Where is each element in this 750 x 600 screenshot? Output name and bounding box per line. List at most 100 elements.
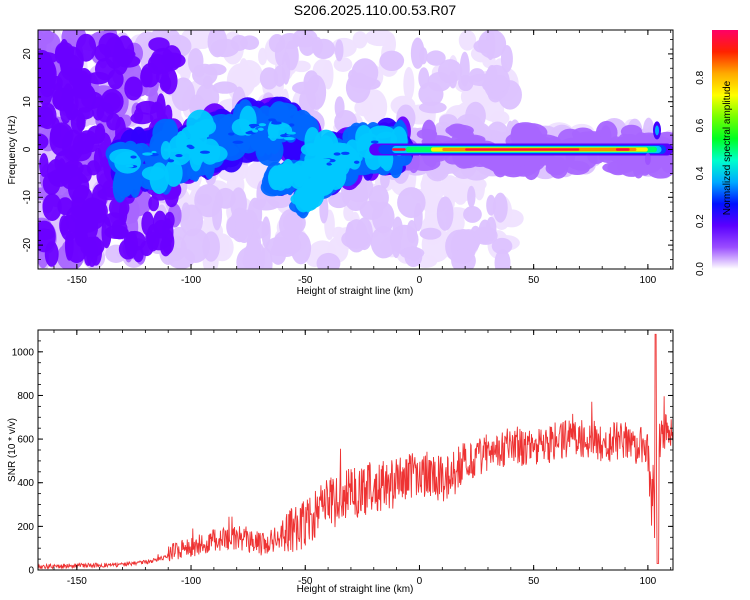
spectrogram-heatmap [38, 30, 673, 269]
spectrogram-bright-blob [125, 164, 134, 168]
spectrogram-blob [316, 252, 341, 269]
spectrogram-bright-blob [341, 151, 350, 155]
spectrogram-blob [480, 97, 505, 122]
spectrogram-x-ticks: -150 -100 -50 0 50 100 [53, 30, 672, 286]
spectrogram-blob [370, 225, 397, 259]
spectrogram-blob [333, 57, 353, 72]
spectrogram-blob [60, 214, 78, 242]
spectrogram-blob [419, 47, 428, 65]
spectrogram-blob [149, 162, 170, 195]
spectrogram-blob [454, 192, 467, 205]
colorbar-tick-label: 0.4 [695, 166, 706, 180]
spectrogram-blob [86, 71, 111, 85]
ridge-band-peak [465, 148, 580, 151]
spectrogram-y-tick-label: 20 [22, 48, 33, 60]
spectrogram-blob [298, 34, 316, 56]
colorbar: 0.0 0.2 0.4 0.6 0.8 Normalized spectral ampl… [695, 30, 738, 276]
spectrogram-blob [458, 30, 477, 51]
spectrogram-blob [48, 168, 71, 187]
spectrogram-blob [181, 202, 191, 221]
spectrogram-blob [302, 185, 314, 213]
spectrogram-y-ticks: -20 -10 0 10 20 [22, 29, 673, 270]
spectrogram-blob [87, 199, 108, 224]
spectrogram-blob [38, 105, 54, 128]
spectrogram-x-tick-label: 0 [417, 275, 423, 286]
spectrogram-blob [153, 219, 170, 239]
colorbar-tick-label: 0.8 [695, 70, 706, 84]
spectrogram-blob [39, 153, 49, 178]
snr-x-tick-label: 50 [528, 576, 540, 587]
spectrogram-blob [189, 94, 205, 113]
spectrogram-blob [486, 65, 498, 83]
spectrogram-bright-blob [356, 147, 365, 152]
spectrogram-blob [454, 128, 468, 139]
spectrogram-blob [252, 198, 280, 211]
spectrogram-bright-blob [270, 121, 282, 125]
spectrogram-blob [130, 112, 154, 125]
spectrogram-blob [49, 122, 74, 149]
spectrogram-blob [76, 113, 86, 132]
spectrogram-blob [124, 231, 138, 259]
snr-x-tick-label: 0 [417, 576, 423, 587]
spectrogram-bright-blob [186, 144, 193, 148]
spectrogram-blob [86, 160, 101, 176]
spectrogram-bright-blob [199, 150, 211, 154]
spectrogram-blob [42, 193, 62, 222]
spectrogram-bright-blob [188, 138, 196, 142]
spectrogram-bright-blob [200, 143, 206, 147]
spectrogram-blob [352, 31, 368, 49]
spectrogram-blob [86, 238, 98, 268]
spectrogram-blob [57, 197, 74, 216]
colorbar-strip [712, 30, 738, 269]
spectrogram-blob [471, 178, 487, 191]
spectrogram-blob [265, 236, 292, 256]
spectrogram-blob [500, 45, 513, 73]
spectrogram-x-tick-label: -50 [298, 275, 313, 286]
spectrogram-blob [427, 177, 444, 204]
snr-y-tick-label: 400 [17, 478, 34, 489]
spectrogram-bright-blob [288, 123, 295, 127]
spectrogram-blob [416, 128, 438, 140]
spectrogram-y-tick-label: -20 [22, 237, 33, 252]
spectrogram-blob [268, 166, 284, 191]
spectrogram-bright-blob [274, 127, 285, 131]
ridge-wobble-low [644, 153, 651, 166]
spectrogram-bright-blob [257, 127, 264, 131]
spectrogram-x-tick-label: 50 [528, 275, 540, 286]
spectrogram-blob [124, 76, 143, 101]
spectrogram-blob [278, 208, 303, 241]
spectrogram-blob [545, 161, 566, 176]
colorbar-ticks: 0.0 0.2 0.4 0.6 0.8 [695, 70, 706, 276]
spectrogram-blob [114, 151, 141, 174]
spectrogram-blob [215, 187, 236, 209]
spectrogram-blob [159, 75, 172, 92]
spectrogram-bright-blob [353, 160, 360, 164]
spectrogram-blob [171, 77, 196, 111]
spectrogram-bright-blob [252, 129, 259, 133]
spectrogram-y-axis-label: Frequency (Hz) [7, 116, 18, 185]
spectrogram-blob [261, 216, 271, 248]
colorbar-tick-label: 0.0 [695, 262, 706, 276]
spectrogram-x-tick-label: -150 [67, 275, 87, 286]
spectrogram-blob [645, 158, 673, 179]
spectrogram-blob [212, 81, 238, 94]
spectrogram-blob [75, 217, 98, 233]
snr-x-axis-label: Height of straight line (km) [297, 584, 414, 595]
spectrogram-bright-blob [333, 152, 341, 156]
colorbar-label: Normalized spectral amplitude [722, 80, 733, 215]
spectrogram-x-axis-label: Height of straight line (km) [297, 286, 414, 297]
spectrogram-blob [451, 248, 476, 269]
snr-x-tick-label: -100 [181, 576, 201, 587]
spectrogram-blob [400, 246, 425, 260]
spectrogram-blob [235, 211, 254, 244]
spectrogram-blob [364, 30, 395, 47]
spectrogram-bright-blob [320, 158, 331, 162]
spectrogram-blob [361, 89, 388, 125]
ridge-wobble-core [655, 125, 660, 136]
spectrogram-blob [113, 166, 135, 198]
spectrogram-bright-blob [124, 159, 132, 163]
spectrogram-bright-blob [326, 162, 333, 166]
spectrogram-blob [140, 63, 160, 88]
spectrogram-bright-blob [268, 118, 276, 122]
